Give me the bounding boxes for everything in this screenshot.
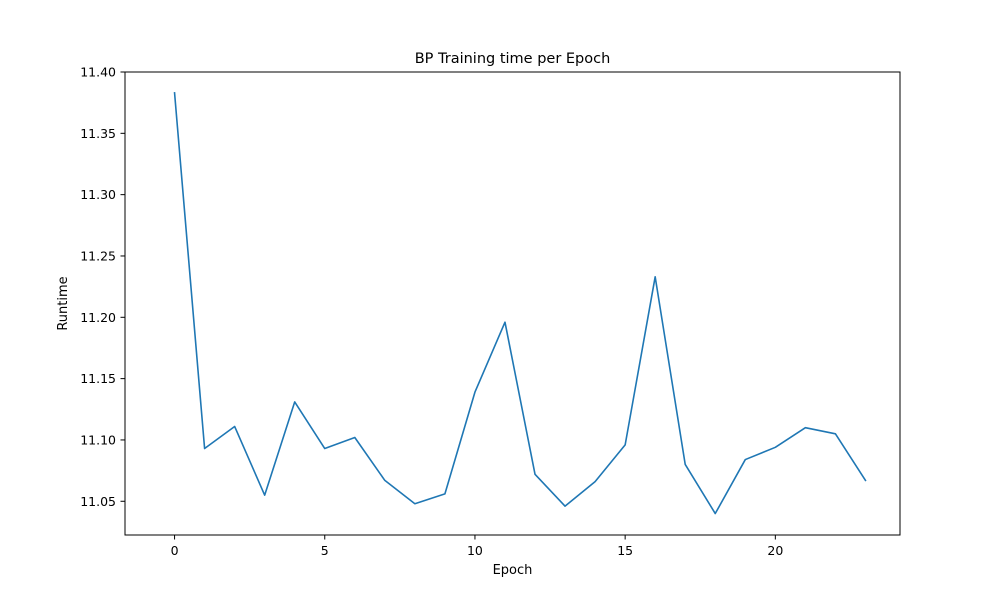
data-point <box>624 443 627 446</box>
data-point <box>203 447 206 450</box>
data-point <box>473 391 476 394</box>
x-axis-label: Epoch <box>493 563 533 578</box>
y-tick-label: 11.05 <box>80 494 116 509</box>
x-tick-label: 10 <box>467 543 483 558</box>
data-point <box>263 494 266 497</box>
y-tick-label: 11.40 <box>80 65 116 80</box>
data-point <box>564 505 567 508</box>
data-point <box>834 432 837 435</box>
y-tick-label: 11.30 <box>80 187 116 202</box>
plot-frame <box>124 71 901 536</box>
y-tick-label: 11.15 <box>80 371 116 386</box>
data-point <box>714 512 717 515</box>
data-point <box>534 473 537 476</box>
data-point <box>864 479 867 482</box>
y-tick-label: 11.10 <box>80 432 116 447</box>
y-axis-label: Runtime <box>56 276 71 330</box>
y-tick-label: 11.35 <box>80 126 116 141</box>
data-point <box>744 458 747 461</box>
data-point <box>804 426 807 429</box>
series-line <box>173 91 867 515</box>
y-tick-label: 11.25 <box>80 248 116 263</box>
data-point <box>323 447 326 450</box>
data-point <box>654 275 657 278</box>
data-point <box>774 446 777 449</box>
y-tick-label: 11.20 <box>80 310 116 325</box>
x-axis: 0 5 10 15 20 <box>171 535 783 558</box>
data-point <box>413 502 416 505</box>
data-point <box>443 492 446 495</box>
data-point <box>503 321 506 324</box>
x-tick-label: 20 <box>767 543 783 558</box>
x-tick-label: 15 <box>617 543 633 558</box>
data-point <box>173 91 176 94</box>
data-point <box>383 479 386 482</box>
chart-title: BP Training time per Epoch <box>415 51 611 67</box>
data-point <box>233 425 236 428</box>
data-point <box>594 480 597 483</box>
x-tick-label: 5 <box>321 543 329 558</box>
data-point <box>684 463 687 466</box>
data-point <box>293 400 296 403</box>
x-tick-label: 0 <box>171 543 179 558</box>
data-point <box>353 436 356 439</box>
y-axis: 11.05 11.10 11.15 11.20 11.25 11.30 11.35 11.40 <box>80 65 125 509</box>
series-layer <box>173 91 867 515</box>
